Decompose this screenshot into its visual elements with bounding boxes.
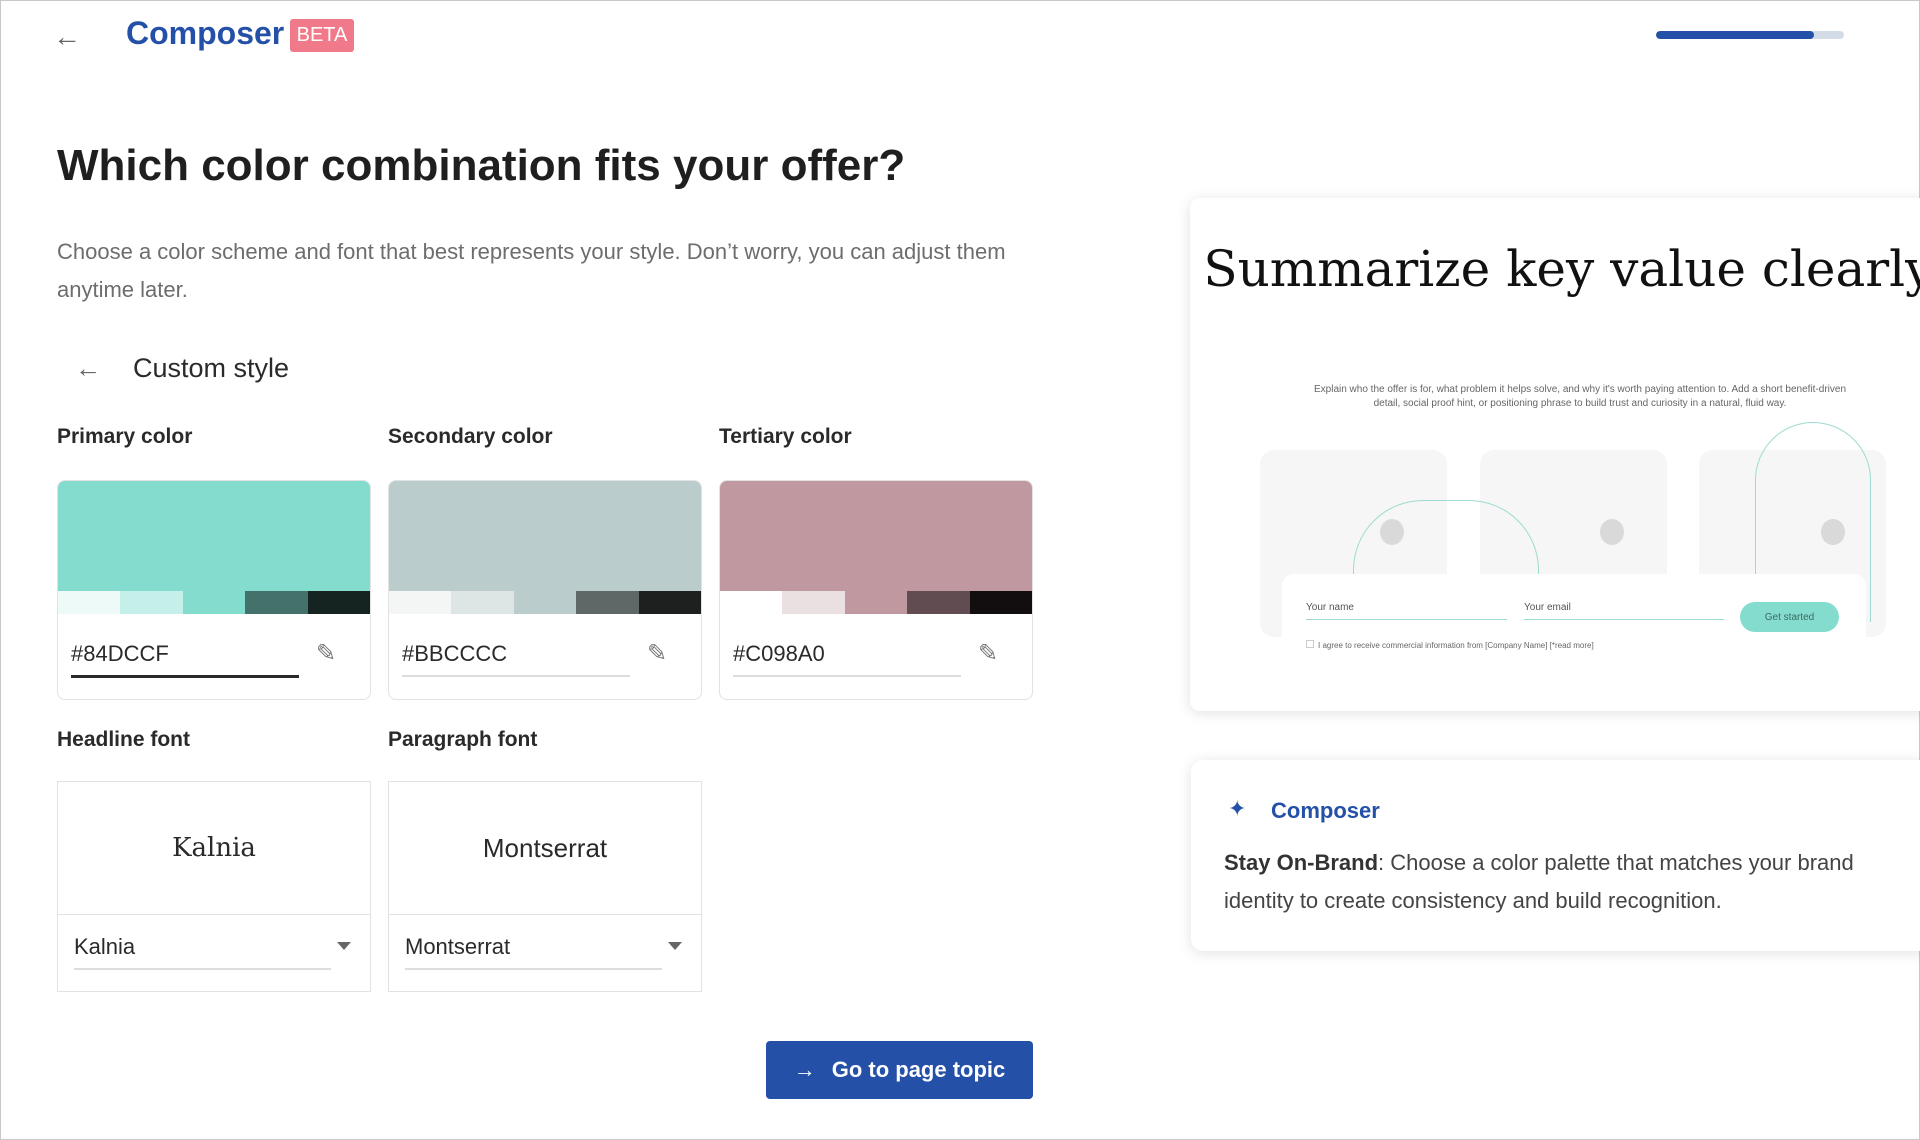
shade-swatch xyxy=(451,591,514,614)
tip-body: : Choose a color palette that matches yo… xyxy=(1224,850,1854,913)
shade-swatch xyxy=(969,591,1032,614)
shade-swatch xyxy=(638,591,701,614)
caret-down-icon xyxy=(668,942,682,950)
decorative-pill xyxy=(1755,422,1871,622)
composer-tip-card: ✦ Composer Stay On-Brand: Choose a color… xyxy=(1191,760,1920,951)
tertiary-color-card: #C098A0 ✎ xyxy=(719,480,1033,700)
consent-checkbox[interactable]: I agree to receive commercial informatio… xyxy=(1306,640,1594,650)
pencil-icon[interactable]: ✎ xyxy=(647,640,668,667)
progress-fill xyxy=(1656,31,1814,39)
progress-bar xyxy=(1656,31,1844,39)
pencil-icon[interactable]: ✎ xyxy=(316,640,337,667)
custom-style-back-button[interactable]: ← xyxy=(75,353,101,384)
preview-card: Summarize key value clearly. Explain who… xyxy=(1190,198,1920,711)
paragraph-font-card: Montserrat Montserrat xyxy=(388,781,702,992)
checkbox[interactable] xyxy=(1306,640,1314,648)
headline-font-card: Kalnia Kalnia xyxy=(57,781,371,992)
button-label: Go to page topic xyxy=(831,1057,1006,1082)
secondary-color-input[interactable]: #BBCCCC xyxy=(402,641,630,677)
shade-strip xyxy=(389,591,701,614)
tip-title: Composer xyxy=(1271,798,1380,823)
sparkle-icon: ✦ xyxy=(1228,796,1247,821)
tertiary-color-label: Tertiary color xyxy=(719,425,852,448)
arrow-left-icon: ← xyxy=(53,21,81,52)
page-description: Choose a color scheme and font that best… xyxy=(57,239,1006,302)
shade-swatch xyxy=(58,591,121,614)
headline-font-label: Headline font xyxy=(57,728,191,751)
color-swatch[interactable] xyxy=(720,481,1032,591)
arrow-right-icon: → xyxy=(793,1057,816,1082)
get-started-button[interactable]: Get started xyxy=(1740,602,1839,632)
arrow-left-icon: ← xyxy=(75,353,101,383)
name-input[interactable]: Your name xyxy=(1306,602,1507,620)
color-swatch[interactable] xyxy=(58,481,370,591)
primary-color-label: Primary color xyxy=(57,425,193,448)
shade-swatch xyxy=(120,591,183,614)
select-value: Kalnia xyxy=(74,934,136,959)
shade-swatch xyxy=(513,591,577,614)
shade-strip xyxy=(720,591,1032,614)
page-title: Which color combination fits your offer? xyxy=(57,141,906,190)
shade-swatch xyxy=(307,591,370,614)
email-input[interactable]: Your email xyxy=(1524,602,1724,620)
beta-badge: BETA xyxy=(290,19,354,52)
paragraph-font-select[interactable]: Montserrat xyxy=(405,934,682,970)
placeholder-dot xyxy=(1380,519,1404,545)
caret-down-icon xyxy=(337,942,351,950)
secondary-color-card: #BBCCCC ✎ xyxy=(388,480,702,700)
shade-strip xyxy=(58,591,370,614)
select-value: Montserrat xyxy=(405,934,511,959)
tip-bold: Stay On-Brand xyxy=(1224,850,1379,875)
paragraph-font-label: Paragraph font xyxy=(388,728,538,751)
shade-swatch xyxy=(182,591,246,614)
font-preview: Kalnia xyxy=(58,782,370,915)
preview-subtitle: Explain who the offer is for, what probl… xyxy=(1313,384,1847,409)
primary-color-input[interactable]: #84DCCF xyxy=(71,641,299,678)
secondary-color-label: Secondary color xyxy=(388,425,553,448)
preview-title: Summarize key value clearly. xyxy=(1203,240,1920,298)
color-swatch[interactable] xyxy=(389,481,701,591)
shade-swatch xyxy=(907,591,970,614)
back-button[interactable]: ← xyxy=(53,21,81,53)
shade-swatch xyxy=(576,591,639,614)
consent-label: I agree to receive commercial informatio… xyxy=(1318,641,1594,650)
shade-swatch xyxy=(782,591,845,614)
primary-color-card: #84DCCF ✎ xyxy=(57,480,371,700)
shade-swatch xyxy=(720,591,783,614)
tip-text: Stay On-Brand: Choose a color palette th… xyxy=(1224,844,1904,920)
pencil-icon[interactable]: ✎ xyxy=(978,640,999,667)
tertiary-color-input[interactable]: #C098A0 xyxy=(733,641,961,677)
preview-form: Your name Your email Get started I agree… xyxy=(1282,574,1866,658)
shade-swatch xyxy=(245,591,308,614)
font-preview: Montserrat xyxy=(389,782,701,915)
shade-swatch xyxy=(844,591,908,614)
placeholder-dot xyxy=(1821,519,1845,545)
headline-font-select[interactable]: Kalnia xyxy=(74,934,351,970)
shade-swatch xyxy=(389,591,452,614)
placeholder-dot xyxy=(1600,519,1624,545)
go-to-page-topic-button[interactable]: → Go to page topic xyxy=(766,1041,1033,1099)
logo: Composer xyxy=(126,15,285,51)
section-title: Custom style xyxy=(133,353,290,383)
